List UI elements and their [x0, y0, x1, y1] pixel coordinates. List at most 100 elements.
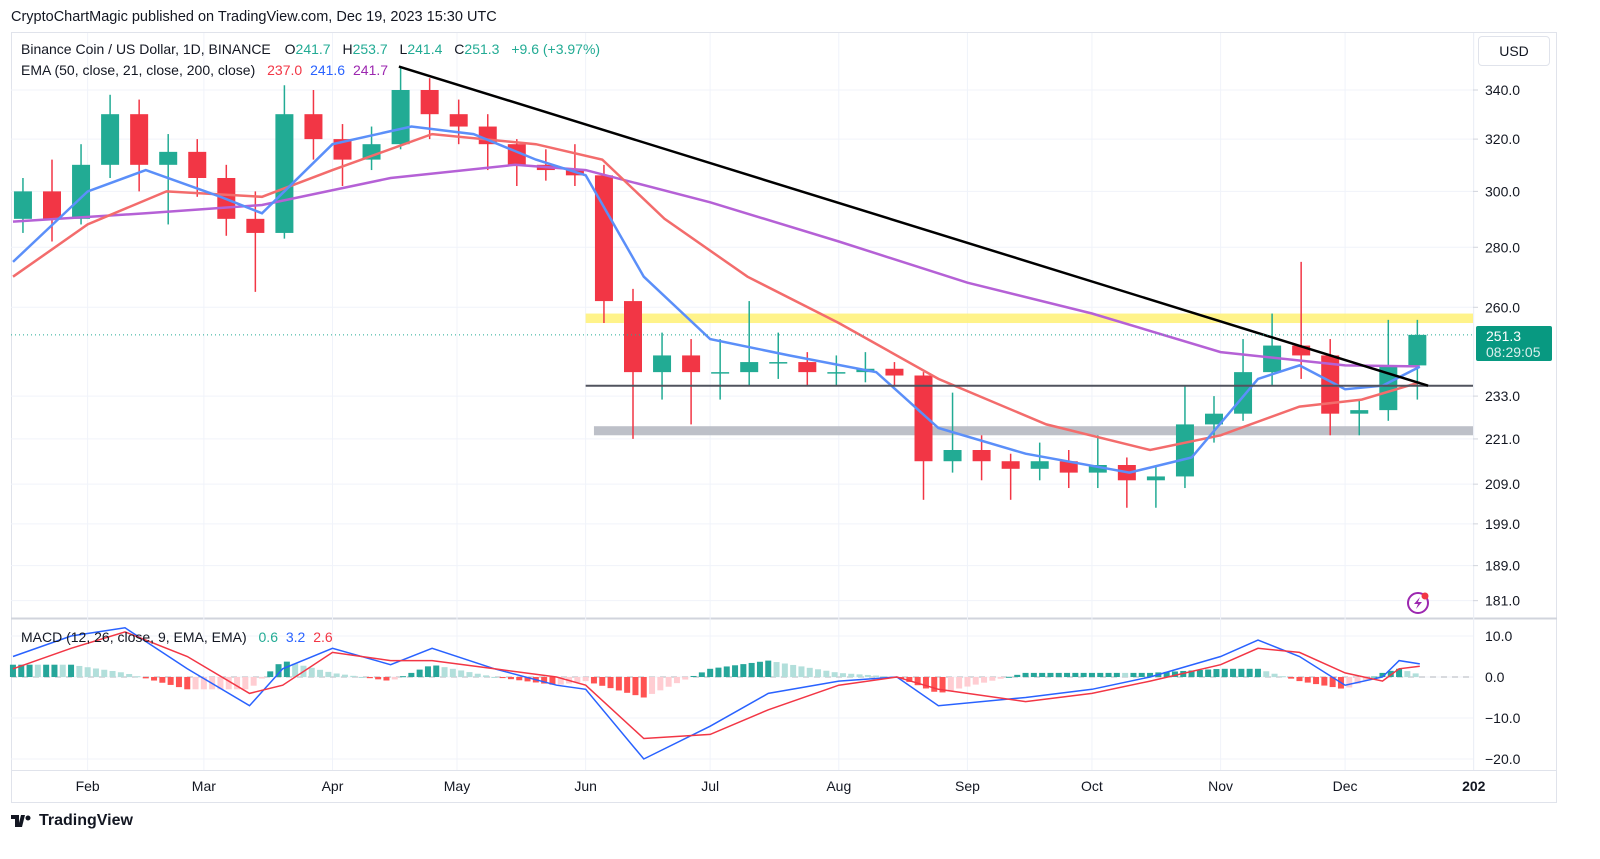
macd-histogram-bar — [400, 676, 407, 678]
macd-histogram-bar — [640, 677, 647, 698]
macd-histogram-bar — [1271, 673, 1278, 677]
price-tick-label: 260.0 — [1485, 299, 1520, 315]
candle-body — [972, 450, 991, 462]
macd-histogram-bar — [1014, 674, 1021, 677]
macd-histogram-bar — [524, 677, 531, 682]
candle-body — [682, 355, 701, 373]
macd-histogram-bar — [956, 677, 963, 689]
macd-histogram-bar — [1047, 672, 1054, 677]
macd-histogram-bar — [1088, 672, 1095, 677]
change-value: +9.6 (+3.97%) — [511, 41, 601, 57]
macd-signal-line — [12, 631, 1420, 740]
macd-tick-label: 10.0 — [1485, 628, 1512, 644]
candle-body — [1001, 461, 1020, 469]
macd-histogram-bar — [18, 664, 25, 677]
price-tick-label: 340.0 — [1485, 82, 1520, 98]
macd-histogram-bar — [1238, 668, 1245, 677]
macd-histogram-bar — [159, 677, 166, 683]
tradingview-brand: TradingView — [39, 812, 133, 829]
candle-body — [449, 114, 468, 127]
macd-histogram-bar — [906, 677, 913, 682]
price-tick-label: 209.0 — [1485, 476, 1520, 492]
close-label: C — [454, 41, 465, 57]
macd-histogram-bar — [1196, 670, 1203, 677]
trendline — [398, 65, 1429, 387]
macd-histogram-bar — [989, 677, 996, 681]
macd-histogram-bar — [1188, 670, 1195, 677]
macd-histogram-bar — [391, 677, 398, 680]
macd-histogram-bar — [1097, 672, 1104, 677]
close-value: 251.3 — [464, 41, 500, 57]
time-tick-label: Aug — [826, 778, 851, 794]
macd-histogram-bar — [740, 664, 747, 677]
macd-histogram-bar — [1304, 677, 1311, 683]
last-price: 251.3 — [1486, 328, 1522, 344]
candle-body — [1379, 365, 1398, 411]
currency-button[interactable]: USD — [1478, 36, 1550, 66]
candle-body — [798, 362, 817, 373]
alert-icon[interactable] — [1407, 592, 1429, 614]
macd-histogram-bar — [1221, 668, 1228, 677]
macd-histogram-bar — [1230, 668, 1237, 677]
candle-body — [885, 368, 904, 376]
time-tick-label: 202 — [1462, 778, 1486, 794]
candle-body — [1234, 372, 1253, 414]
ema-label: EMA (50, close, 21, close, 200, close) — [21, 62, 256, 78]
macd-histogram-bar — [1254, 668, 1261, 677]
macd-histogram-bar — [383, 677, 390, 681]
candle-body — [711, 372, 730, 374]
high-label: H — [342, 41, 353, 57]
tradingview-logo[interactable]: TradingView — [11, 812, 133, 830]
candle-body — [43, 191, 61, 219]
macd-histogram-bar — [433, 665, 440, 677]
macd-histogram-bar — [1346, 677, 1353, 688]
macd-histogram-bar — [839, 673, 846, 677]
macd-histogram-bar — [184, 677, 191, 690]
macd-histogram-bar — [258, 677, 265, 679]
macd-histogram-bar — [1030, 672, 1037, 677]
macd-legend: MACD (12, 26, close, 9, EMA, EMA) 0.6 3.… — [21, 629, 337, 645]
open: O241.7 — [285, 41, 335, 57]
macd-histogram-bar — [408, 672, 415, 677]
candle-body — [130, 114, 149, 165]
macd-histogram-bar — [134, 676, 141, 678]
macd-histogram-bar — [217, 677, 224, 690]
macd-histogram-bar — [76, 665, 83, 677]
macd-hist-value: 0.6 — [258, 629, 278, 645]
candle-body — [72, 164, 91, 219]
macd-histogram-bar — [375, 677, 382, 680]
candle-body — [653, 355, 672, 373]
macd-histogram-bar — [939, 677, 946, 693]
price-tick-label: 189.0 — [1485, 558, 1520, 574]
macd-histogram-bar — [474, 673, 481, 677]
candle-body — [740, 362, 759, 373]
macd-histogram-bar — [931, 677, 938, 692]
macd-histogram-bar — [1105, 672, 1112, 677]
ema200-line — [12, 163, 1420, 368]
macd-tick-label: −20.0 — [1485, 751, 1521, 767]
macd-histogram-bar — [242, 677, 249, 690]
macd-histogram-bar — [308, 667, 315, 677]
macd-histogram-bar — [549, 677, 556, 685]
price-tick-label: 181.0 — [1485, 593, 1520, 609]
macd-histogram-bar — [1113, 672, 1120, 677]
macd-histogram-bar — [491, 677, 498, 678]
macd-histogram-bar — [325, 671, 332, 677]
macd-histogram-bar — [732, 665, 739, 677]
support-zone — [593, 426, 1473, 436]
macd-histogram-bar — [665, 677, 672, 687]
macd-histogram-bar — [175, 677, 182, 688]
macd-histogram-bar — [200, 677, 207, 690]
macd-histogram-bar — [1064, 672, 1071, 677]
candle-body — [1321, 355, 1340, 414]
candle-body — [1350, 410, 1369, 414]
macd-histogram-bar — [441, 667, 448, 677]
macd-histogram-bar — [333, 673, 340, 677]
macd-histogram-bar — [607, 677, 614, 689]
macd-histogram-bar — [234, 677, 241, 690]
macd-histogram-bar — [1313, 677, 1320, 685]
macd-histogram-bar — [317, 669, 324, 677]
macd-histogram-bar — [1213, 669, 1220, 677]
candle-body — [914, 375, 933, 462]
